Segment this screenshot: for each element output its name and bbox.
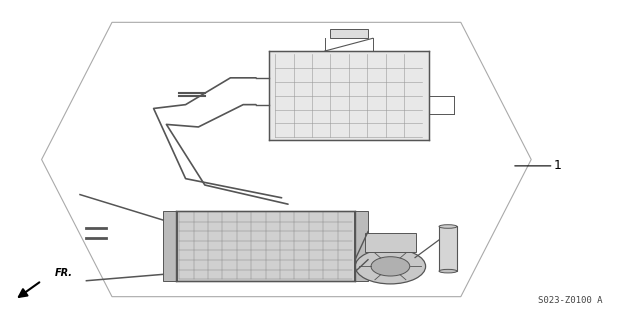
FancyBboxPatch shape — [354, 211, 368, 281]
FancyBboxPatch shape — [439, 226, 457, 271]
Text: FR.: FR. — [54, 268, 72, 278]
Text: 1: 1 — [554, 160, 561, 172]
Text: S023-Z0100 A: S023-Z0100 A — [538, 296, 602, 305]
FancyBboxPatch shape — [176, 211, 355, 281]
FancyBboxPatch shape — [365, 233, 416, 252]
Circle shape — [355, 249, 426, 284]
Ellipse shape — [439, 225, 457, 228]
FancyBboxPatch shape — [269, 51, 429, 140]
FancyBboxPatch shape — [163, 211, 177, 281]
Ellipse shape — [439, 269, 457, 273]
Circle shape — [371, 257, 410, 276]
FancyBboxPatch shape — [330, 29, 368, 38]
